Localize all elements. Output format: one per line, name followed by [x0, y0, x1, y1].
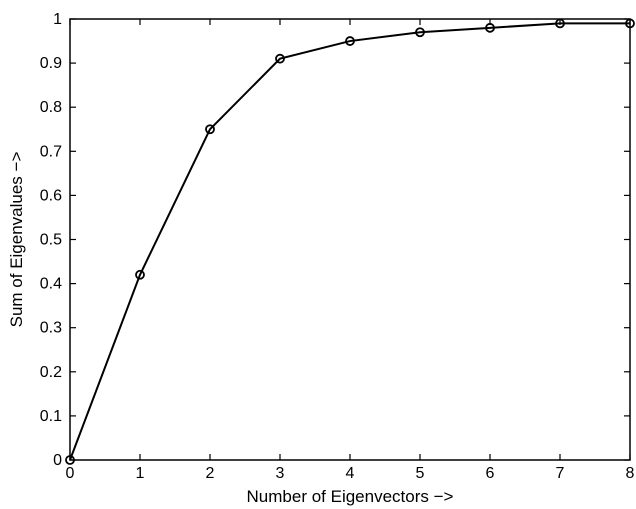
y-tick-label: 0.3: [40, 320, 62, 337]
y-tick-label: 0.8: [40, 99, 62, 116]
data-point: [345, 36, 355, 46]
data-point: [205, 124, 215, 135]
y-tick-label: 0.4: [40, 276, 62, 293]
y-tick-label: 0.2: [40, 364, 62, 381]
y-tick-label: 0.9: [40, 55, 62, 72]
plot-frame: [69, 18, 631, 461]
data-point: [135, 269, 145, 280]
x-tick-label: 3: [276, 465, 285, 482]
data-point: [275, 53, 285, 64]
data-points: [65, 18, 635, 465]
x-tick-label: 4: [346, 465, 355, 482]
y-tick-labels: 0 0.1 0.2 0.3 0.4 0.5 0.6 0.7 0.8 0.9 1: [40, 11, 62, 469]
x-tick-label: 5: [416, 465, 425, 482]
x-axis-label: Number of Eigenvectors −>: [247, 487, 454, 506]
ticks: [69, 18, 631, 461]
data-point: [65, 455, 75, 465]
y-tick-label: 0: [53, 452, 62, 469]
y-axis-label: Sum of Eigenvalues −>: [7, 152, 26, 328]
data-point: [485, 22, 495, 33]
x-tick-label: 8: [626, 465, 635, 482]
data-point: [555, 18, 565, 29]
x-tick-labels: 0 1 2 3 4 5 6 7 8: [66, 465, 635, 482]
data-point: [415, 27, 425, 38]
x-tick-label: 1: [136, 465, 145, 482]
x-tick-label: 2: [206, 465, 215, 482]
y-tick-label: 0.1: [40, 408, 62, 425]
y-tick-label: 0.5: [40, 232, 62, 249]
x-tick-label: 0: [66, 465, 75, 482]
x-tick-label: 7: [556, 465, 565, 482]
y-tick-label: 0.6: [40, 187, 62, 204]
x-tick-label: 6: [486, 465, 495, 482]
series-line: [69, 22, 630, 461]
y-tick-label: 0.7: [40, 143, 62, 160]
y-tick-label: 1: [53, 11, 62, 28]
data-point: [625, 18, 635, 29]
